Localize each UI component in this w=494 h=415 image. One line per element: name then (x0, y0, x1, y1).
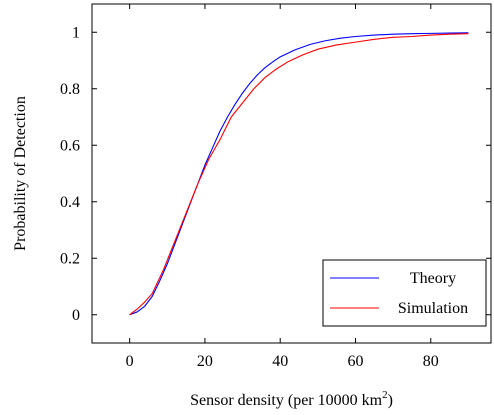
legend: Theory Simulation (322, 259, 487, 327)
x-tick-label: 60 (347, 353, 363, 370)
series-lines (129, 32, 469, 316)
y-tick-label: 0 (72, 307, 80, 324)
x-axis-ticks: 0 20 40 60 80 (126, 4, 439, 370)
x-axis-title-main: Sensor density (per 10000 km (190, 392, 383, 409)
series-line-theory (129, 32, 469, 316)
x-tick-label: 40 (272, 353, 288, 370)
y-tick-label: 0.8 (60, 81, 80, 98)
x-axis-title-suffix: ) (388, 392, 393, 409)
y-tick-label: 0.2 (60, 250, 80, 267)
series-line-simulation (129, 33, 469, 316)
x-tick-label: 80 (423, 353, 439, 370)
y-tick-label: 1 (72, 24, 80, 41)
plot-frame (91, 3, 492, 344)
x-axis-title: Sensor density (per 10000 km2) (190, 389, 393, 409)
x-axis-title-superscript: 2 (382, 389, 388, 401)
y-axis-title: Probability of Detection (12, 96, 29, 251)
y-axis-ticks: 0 0.2 0.4 0.6 0.8 1 (60, 24, 491, 324)
legend-label-simulation: Simulation (398, 300, 468, 317)
x-tick-label: 0 (126, 353, 134, 370)
legend-box (322, 259, 487, 327)
legend-label-theory: Theory (410, 270, 456, 287)
x-tick-label: 20 (197, 353, 213, 370)
y-tick-label: 0.4 (60, 194, 80, 211)
y-tick-label: 0.6 (60, 137, 80, 154)
